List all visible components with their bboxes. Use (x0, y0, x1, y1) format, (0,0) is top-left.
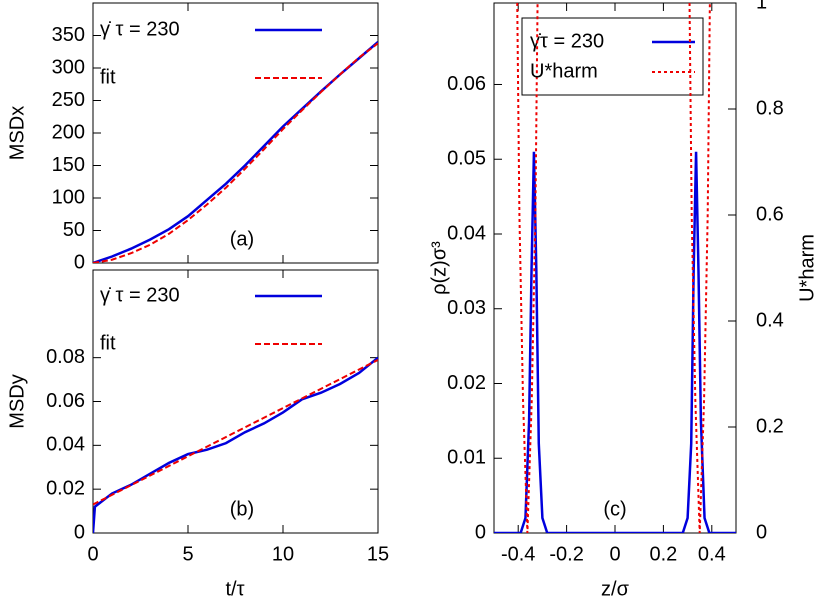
y-tick-label: 200 (52, 121, 85, 143)
y2-tick-label: 0.2 (756, 415, 784, 437)
plot-frame (92, 2, 379, 264)
y-tick-label: 0.03 (447, 297, 486, 319)
legend-box (521, 17, 704, 96)
series-line (93, 41, 378, 263)
x-tick-label: 10 (272, 543, 294, 565)
y-tick-label: 0.02 (447, 372, 486, 394)
y-tick-label: 0.04 (46, 434, 85, 456)
y-tick-label: 0.04 (447, 222, 486, 244)
y-tick-label: 0.01 (447, 447, 486, 469)
x-tick-label: 0.4 (698, 543, 726, 565)
y-tick-label: 350 (52, 24, 85, 46)
x-tick-label: 0 (609, 543, 620, 565)
legend-label: U*harm (530, 60, 598, 82)
y2-tick-label: 0.8 (756, 97, 784, 119)
y-axis-label: MSDy (6, 374, 28, 428)
legend-label: γ̇ τ = 230 (100, 284, 180, 306)
x-tick-label: -0.2 (549, 543, 583, 565)
y-tick-label: 0 (475, 521, 486, 543)
y-axis-label: ρ(z)σ³ (428, 241, 450, 295)
legend-label: γ̇τ = 230 (530, 30, 604, 52)
plot-frame (92, 269, 379, 534)
y-tick-label: 150 (52, 154, 85, 176)
x-axis-label: z/σ (601, 578, 630, 600)
series-line (93, 356, 378, 533)
x-tick-label: 0.2 (649, 543, 677, 565)
annotation: (b) (230, 498, 254, 520)
x-axis-label: t/τ (225, 578, 244, 600)
y-tick-label: 100 (52, 186, 85, 208)
y2-tick-label: 1 (756, 0, 767, 13)
y-tick-label: 300 (52, 56, 85, 78)
y2-tick-label: 0 (756, 521, 767, 543)
y-tick-label: 0 (74, 251, 85, 273)
legend-label: γ̇ τ = 230 (100, 18, 180, 40)
y-tick-label: 0 (74, 521, 85, 543)
legend-label: fit (100, 66, 116, 88)
y-tick-label: 0.08 (46, 346, 85, 368)
series-line (93, 358, 378, 506)
y2-tick-label: 0.4 (756, 309, 784, 331)
y-tick-label: 0.02 (46, 477, 85, 499)
y2-axis-label: U*harm (796, 234, 818, 302)
y-tick-label: 0.06 (447, 73, 486, 95)
legend-label: fit (100, 332, 116, 354)
annotation: (c) (603, 498, 626, 520)
y-tick-label: 0.06 (46, 390, 85, 412)
x-tick-label: 15 (367, 543, 389, 565)
series-line (93, 42, 378, 263)
x-tick-label: 5 (182, 543, 193, 565)
series-line (494, 151, 736, 533)
x-tick-label: -0.4 (501, 543, 535, 565)
x-tick-label: 0 (87, 543, 98, 565)
y-tick-label: 50 (63, 219, 85, 241)
y-tick-label: 0.05 (447, 148, 486, 170)
y-tick-label: 250 (52, 89, 85, 111)
y2-tick-label: 0.6 (756, 203, 784, 225)
annotation: (a) (230, 228, 254, 250)
y-axis-label: MSDx (6, 106, 28, 160)
series-line (516, 3, 711, 533)
